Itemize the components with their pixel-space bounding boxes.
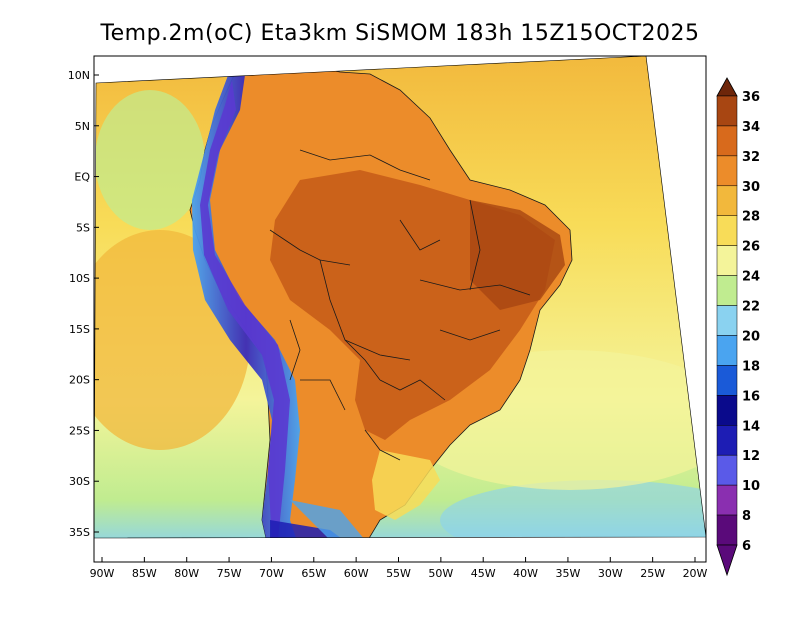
lon-tick-label: 85W (132, 567, 157, 580)
colorbar-segment (716, 425, 738, 456)
colorbar-label: 20 (742, 329, 760, 344)
pacific-cool-region (95, 90, 205, 230)
colorbar-segment (716, 484, 738, 516)
lon-tick-label: 25W (640, 567, 665, 580)
lat-tick-label: 10S (69, 272, 90, 285)
lat-tick-label: 35S (69, 526, 90, 539)
longitude-axis: 90W 85W 80W 75W 70W 65W 60W 55W 50W 45W 40W 35W 30W 2… (90, 557, 708, 580)
colorbar: 6 8 10 12 14 16 18 20 22 24 26 28 30 32 34 36 (716, 77, 760, 577)
colorbar-label: 6 (742, 539, 751, 554)
colorbar-segment (716, 454, 738, 486)
southern-mild-region (372, 450, 440, 520)
country-borders (269, 149, 531, 461)
colorbar-segment (716, 305, 738, 336)
colorbar-label: 30 (742, 180, 760, 195)
colorbar-label: 36 (742, 90, 760, 105)
lat-tick-label: EQ (74, 171, 90, 184)
colorbar-segment (716, 365, 738, 396)
lat-tick-label: 20S (69, 374, 90, 387)
latitude-axis: 10N 5N EQ 5S 10S 15S 20S 25S 30S 35S (68, 69, 99, 539)
colorbar-label: 10 (742, 479, 760, 494)
lat-tick-label: 25S (69, 424, 90, 437)
colorbar-segment (716, 395, 738, 426)
lon-tick-label: 40W (513, 567, 538, 580)
map-frame (93, 55, 707, 563)
patagonia-cold (270, 520, 360, 538)
colorbar-segment (716, 215, 738, 246)
colorbar-segment (716, 95, 738, 127)
lon-tick-label: 90W (90, 567, 115, 580)
colorbar-segment (716, 155, 738, 187)
map-field (94, 56, 706, 538)
colorbar-label: 32 (742, 150, 760, 165)
atlantic-cool-region (440, 480, 706, 538)
lon-tick-label: 55W (386, 567, 411, 580)
lon-tick-label: 20W (683, 567, 708, 580)
colorbar-label: 12 (742, 449, 760, 464)
colorbar-bottom-arrow (716, 544, 738, 577)
colorbar-label: 22 (742, 300, 760, 315)
colorbar-top-arrow (716, 77, 738, 97)
lon-tick-label: 30W (598, 567, 623, 580)
colorbar-label: 18 (742, 359, 760, 374)
andes-core (200, 80, 290, 538)
patagonia-cool (290, 500, 365, 538)
lon-tick-label: 75W (217, 567, 242, 580)
lon-tick-label: 65W (301, 567, 326, 580)
lat-tick-label: 15S (69, 323, 90, 336)
lon-tick-label: 50W (428, 567, 453, 580)
colorbar-segment (716, 275, 738, 306)
colorbar-segment (716, 125, 738, 157)
colorbar-label: 14 (742, 419, 760, 434)
colorbar-label: 16 (742, 389, 760, 404)
lon-tick-label: 60W (344, 567, 369, 580)
colorbar-segment (716, 514, 738, 546)
colorbar-label: 26 (742, 240, 760, 255)
lat-tick-label: 30S (69, 475, 90, 488)
northeast-hot-region (470, 200, 565, 310)
map-title: Temp.2m(oC) Eta3km SiSMOM 183h 15Z15OCT2… (99, 21, 699, 46)
colorbar-label: 34 (742, 120, 760, 135)
colorbar-segment (716, 335, 738, 366)
lon-tick-label: 70W (259, 567, 284, 580)
lon-tick-label: 35W (555, 567, 580, 580)
colorbar-label: 24 (742, 270, 760, 285)
colorbar-segment (716, 185, 738, 216)
lon-tick-label: 45W (471, 567, 496, 580)
lat-tick-label: 5N (75, 120, 90, 133)
lat-tick-label: 10N (68, 69, 90, 82)
colorbar-segment (716, 245, 738, 276)
lat-tick-label: 5S (76, 221, 90, 234)
lon-tick-label: 80W (174, 567, 199, 580)
colorbar-label: 28 (742, 210, 760, 225)
colorbar-label: 8 (742, 509, 751, 524)
